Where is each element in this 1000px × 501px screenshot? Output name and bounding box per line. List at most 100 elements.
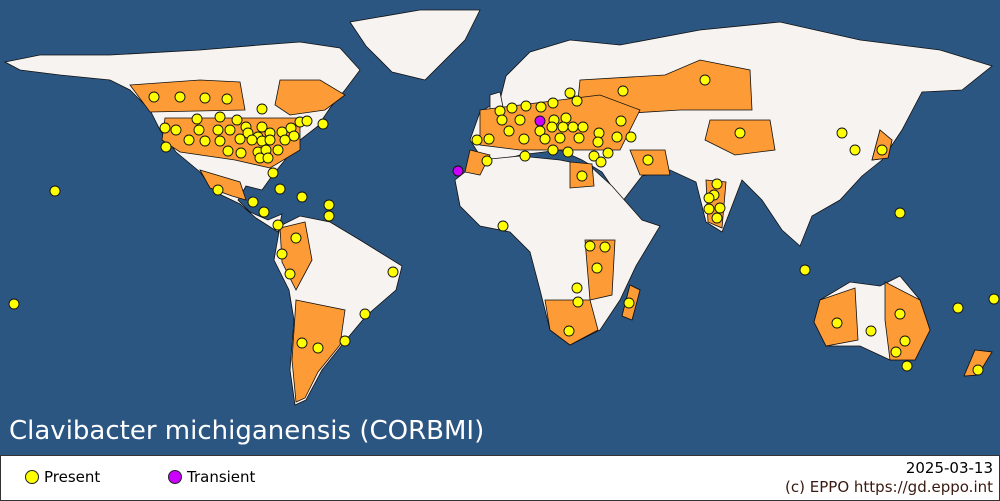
present-point xyxy=(317,118,329,130)
present-point xyxy=(231,114,243,126)
present-point xyxy=(876,144,888,156)
present-point xyxy=(901,360,913,372)
present-point xyxy=(642,154,654,166)
present-point xyxy=(212,124,224,136)
legend-transient: Transient xyxy=(168,468,255,486)
present-point xyxy=(546,121,558,133)
present-point xyxy=(571,282,583,294)
present-point xyxy=(8,298,20,310)
present-point xyxy=(576,170,588,182)
present-point xyxy=(264,134,276,146)
present-point xyxy=(262,152,274,164)
copyright-link[interactable]: (c) EPPO https://gd.eppo.int xyxy=(785,478,993,496)
present-point xyxy=(274,183,286,195)
present-point xyxy=(148,91,160,103)
present-point xyxy=(557,121,569,133)
present-point xyxy=(584,240,596,252)
present-point xyxy=(520,100,532,112)
present-point xyxy=(563,325,575,337)
present-point xyxy=(174,91,186,103)
present-point xyxy=(617,85,629,97)
greenland xyxy=(349,9,481,81)
morocco xyxy=(464,149,491,176)
present-point xyxy=(571,95,583,107)
present-point xyxy=(573,132,585,144)
present-point xyxy=(296,191,308,203)
present-point xyxy=(214,111,226,123)
present-point xyxy=(234,133,246,145)
mexico xyxy=(199,169,247,201)
present-point xyxy=(256,121,268,133)
present-point xyxy=(224,124,236,136)
present-point xyxy=(312,342,324,354)
legend-transient-label: Transient xyxy=(187,468,256,486)
present-point xyxy=(564,87,576,99)
present-point xyxy=(272,144,284,156)
present-point xyxy=(562,146,574,158)
present-point xyxy=(567,121,579,133)
present-point xyxy=(560,112,572,124)
present-point xyxy=(288,130,300,142)
present-point xyxy=(865,325,877,337)
present-point xyxy=(49,185,61,197)
present-point xyxy=(899,335,911,347)
present-point xyxy=(518,133,530,145)
present-point xyxy=(972,364,984,376)
present-point xyxy=(483,133,495,145)
present-point xyxy=(183,134,195,146)
present-point xyxy=(595,156,607,168)
africa xyxy=(454,155,661,346)
present-point xyxy=(193,124,205,136)
present-point xyxy=(593,127,605,139)
present-point xyxy=(592,136,604,148)
present-point xyxy=(481,155,493,167)
present-point xyxy=(339,335,351,347)
present-point xyxy=(199,92,211,104)
present-point xyxy=(235,147,247,159)
present-point xyxy=(514,114,526,126)
present-point xyxy=(212,184,224,196)
present-circle-icon xyxy=(25,470,39,484)
present-point xyxy=(387,266,399,278)
present-point xyxy=(256,103,268,115)
australia-w xyxy=(813,287,859,347)
present-point xyxy=(547,97,559,109)
transient-point xyxy=(452,165,464,177)
present-point xyxy=(714,202,726,214)
present-point xyxy=(214,135,226,147)
legend: Present Transient 2025-03-13 (c) EPPO ht… xyxy=(0,455,1000,501)
transient-circle-icon xyxy=(168,470,182,484)
present-point xyxy=(831,317,843,329)
present-point xyxy=(246,134,258,146)
legend-present-label: Present xyxy=(44,468,101,486)
present-point xyxy=(199,135,211,147)
canada-west xyxy=(129,79,246,113)
present-point xyxy=(494,105,506,117)
present-point xyxy=(323,199,335,211)
present-point xyxy=(591,262,603,274)
present-point xyxy=(276,248,288,260)
present-point xyxy=(258,206,270,218)
present-point xyxy=(703,192,715,204)
occurrence-points xyxy=(8,74,1000,376)
present-point xyxy=(284,268,296,280)
present-point xyxy=(290,232,302,244)
present-point xyxy=(554,132,566,144)
australia-e xyxy=(884,281,931,361)
present-point xyxy=(506,102,518,114)
present-point xyxy=(894,207,906,219)
present-point xyxy=(247,196,259,208)
present-point xyxy=(547,144,559,156)
present-point xyxy=(279,134,291,146)
present-point xyxy=(623,297,635,309)
present-point xyxy=(221,93,233,105)
present-point xyxy=(359,308,371,320)
present-point xyxy=(588,150,600,162)
present-point xyxy=(535,101,547,113)
present-point xyxy=(711,178,723,190)
present-point xyxy=(703,203,715,215)
present-point xyxy=(988,293,1000,305)
present-point xyxy=(599,241,611,253)
legend-present: Present xyxy=(25,468,100,486)
world-distribution-map xyxy=(0,0,1000,455)
